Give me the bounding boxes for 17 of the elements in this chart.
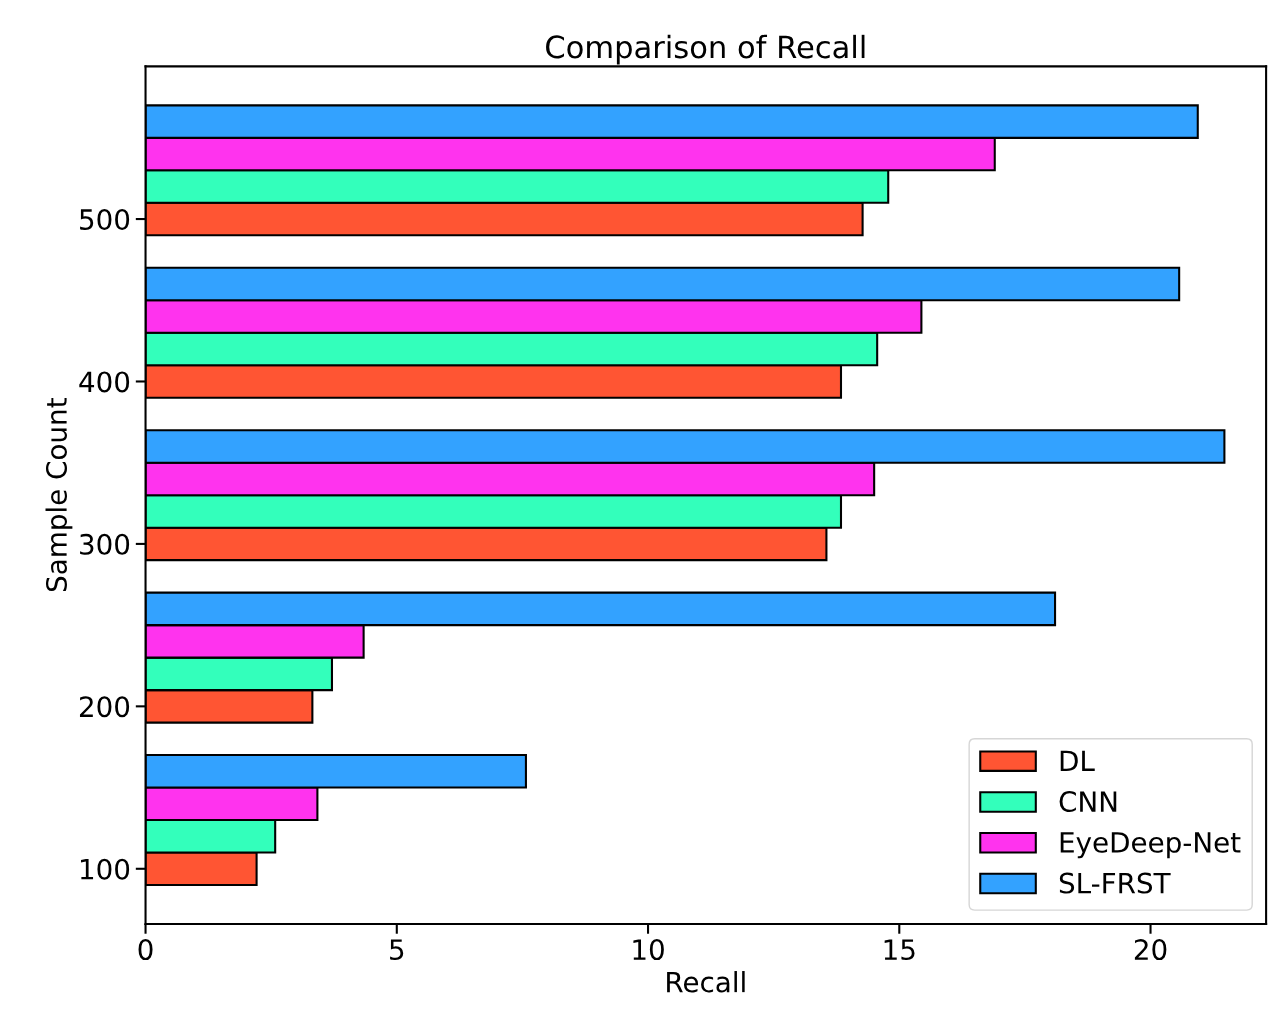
y-tick-label: 400 (79, 371, 130, 393)
x-tick-label: 0 (138, 939, 153, 961)
chart-title: Comparison of Recall (546, 34, 865, 65)
y-axis-title: Sample Count (45, 398, 73, 592)
y-tick-label: 200 (79, 696, 130, 718)
x-tick-label: 10 (633, 939, 664, 961)
y-tick-label: 300 (80, 533, 130, 555)
legend-label: DL (1060, 750, 1095, 771)
y-tick-label: 100 (80, 858, 130, 880)
x-axis-title: Recall (667, 971, 745, 993)
legend-label: EyeDeep-Net (1060, 832, 1241, 859)
y-tick-label: 500 (80, 208, 130, 230)
x-tick-label: 20 (1134, 939, 1167, 961)
x-tick-label: 15 (884, 939, 915, 961)
legend-label: SL-FRST (1059, 872, 1171, 894)
legend-label: CNN (1059, 791, 1117, 813)
x-tick-label: 5 (390, 939, 404, 961)
